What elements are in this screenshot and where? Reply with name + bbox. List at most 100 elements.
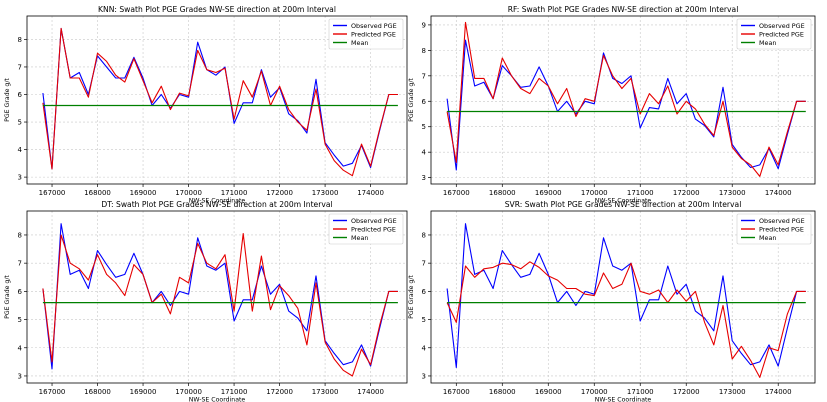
chart-1-x-tick-label: 172000 (266, 189, 293, 197)
chart-3-y-tick-label: 3 (18, 372, 22, 380)
chart-3-y-tick-label: 6 (18, 288, 23, 296)
chart-4-y-axis-label: PGE Grade g/t (408, 275, 415, 319)
chart-4-x-tick-label: 174000 (765, 388, 792, 396)
chart-1-x-tick-label: 170000 (175, 189, 202, 197)
chart-2-y-tick-label: 5 (422, 123, 426, 131)
chart-1-legend-box (328, 18, 404, 50)
chart-3-y-tick-label: 7 (18, 260, 22, 268)
chart-2-y-tick-label: 3 (422, 174, 426, 182)
chart-2-x-tick-label: 167000 (443, 189, 470, 197)
chart-4-y-tick-label: 6 (422, 288, 427, 296)
chart-2-x-tick-label: 170000 (581, 189, 608, 197)
chart-2-legend-box (736, 18, 812, 50)
chart-1-legend-label-mean: Mean (351, 39, 368, 47)
chart-3-y-tick-label: 4 (18, 344, 23, 352)
chart-2-series-predicted-pge (446, 21, 806, 177)
chart-2-y-tick-label: 9 (422, 21, 426, 29)
chart-3-x-tick-label: 174000 (357, 388, 384, 396)
chart-3-x-tick-label: 172000 (266, 388, 293, 396)
chart-1-y-tick-label: 7 (18, 63, 22, 71)
chart-2-y-tick-label: 7 (422, 72, 426, 80)
chart-3-legend-label-predicted-pge: Predicted PGE (351, 225, 396, 233)
chart-2-x-tick-label: 168000 (489, 189, 516, 197)
chart-4-legend-box (736, 213, 812, 245)
chart-1-y-tick-label: 3 (18, 174, 22, 182)
chart-4-x-tick-label: 167000 (443, 388, 470, 396)
chart-4-x-tick-label: 173000 (719, 388, 746, 396)
chart-2-x-tick-label: 174000 (765, 189, 792, 197)
chart-4-series-predicted-pge (446, 261, 806, 378)
chart-3-y-tick-label: 5 (18, 316, 22, 324)
chart-1-legend-label-observed-pge: Observed PGE (351, 22, 397, 30)
chart-2-x-axis-label: NW-SE Coordinate (595, 198, 652, 205)
chart-1-x-tick-label: 168000 (84, 189, 111, 197)
chart-2-x-tick-label: 169000 (535, 189, 562, 197)
chart-2-x-tick-label: 171000 (627, 189, 654, 197)
chart-4-x-tick-label: 168000 (489, 388, 516, 396)
chart-4-y-tick-label: 3 (422, 372, 426, 380)
chart-4-x-tick-label: 171000 (627, 388, 654, 396)
chart-3-y-tick-label: 8 (18, 231, 22, 239)
chart-2-y-tick-label: 4 (422, 149, 427, 157)
chart-2-title: RF: Swath Plot PGE Grades NW-SE directio… (508, 5, 739, 14)
chart-3-series-observed-pge (42, 223, 398, 370)
chart-4-legend-label-mean: Mean (759, 234, 776, 242)
chart-4-y-tick-label: 4 (422, 344, 427, 352)
chart-4-x-tick-label: 170000 (581, 388, 608, 396)
chart-1-x-tick-label: 169000 (130, 189, 157, 197)
chart-3-y-axis-label: PGE Grade g/t (4, 275, 11, 319)
chart-1-x-tick-label: 173000 (312, 189, 339, 197)
chart-1-x-axis-label: NW-SE Coordinate (189, 198, 246, 205)
chart-3-legend-box (328, 213, 404, 245)
chart-2-x-tick-label: 172000 (673, 189, 700, 197)
chart-3-x-tick-label: 170000 (175, 388, 202, 396)
chart-2-axes-frame (430, 15, 816, 185)
chart-1-x-tick-label: 171000 (221, 189, 248, 197)
chart-2-y-tick-label: 8 (422, 47, 426, 55)
chart-2-legend-label-mean: Mean (759, 39, 776, 47)
chart-2: 167000 168000 169000 170000 171000 172000 1730… (408, 5, 816, 205)
chart-1-y-tick-label: 5 (18, 119, 22, 127)
chart-2-series-observed-pge (446, 39, 806, 171)
chart-4-legend-label-predicted-pge: Predicted PGE (759, 225, 804, 233)
chart-4-series-observed-pge (446, 223, 806, 369)
chart-3-legend-label-mean: Mean (351, 234, 368, 242)
chart-2-legend-label-predicted-pge: Predicted PGE (759, 30, 804, 38)
chart-3-x-tick-label: 171000 (221, 388, 248, 396)
chart-4: 167000 168000 169000 170000 171000 172000 1730… (408, 200, 816, 402)
chart-1-x-tick-label: 174000 (357, 189, 384, 197)
chart-1-legend-label-predicted-pge: Predicted PGE (351, 30, 396, 38)
chart-1-y-tick-label: 6 (18, 91, 23, 99)
chart-3-series-predicted-pge (42, 233, 398, 377)
chart-4-legend-label-observed-pge: Observed PGE (759, 217, 805, 225)
chart-4-x-tick-label: 172000 (673, 388, 700, 396)
chart-1-x-tick-label: 167000 (39, 189, 66, 197)
chart-4-x-tick-label: 169000 (535, 388, 562, 396)
chart-1-y-axis-label: PGE Grade g/t (4, 78, 11, 122)
chart-3: 167000 168000 169000 170000 171000 172000 1730… (4, 200, 408, 402)
chart-1-axes-frame (26, 15, 408, 185)
chart-4-title: SVR: Swath Plot PGE Grades NW-SE directi… (505, 200, 742, 209)
chart-3-x-tick-label: 168000 (84, 388, 111, 396)
chart-3-legend-label-observed-pge: Observed PGE (351, 217, 397, 225)
chart-1-title: KNN: Swath Plot PGE Grades NW-SE directi… (98, 5, 336, 14)
chart-1-series-observed-pge (42, 27, 398, 170)
chart-3-x-tick-label: 167000 (39, 388, 66, 396)
chart-2-legend-label-observed-pge: Observed PGE (759, 22, 805, 30)
chart-4-x-axis-label: NW-SE Coordinate (595, 397, 652, 402)
chart-1-y-tick-label: 8 (18, 36, 22, 44)
chart-2-y-axis-label: PGE Grade g/t (408, 78, 415, 122)
chart-1-series-predicted-pge (42, 27, 398, 177)
chart-2-x-tick-label: 173000 (719, 189, 746, 197)
chart-3-title: DT: Swath Plot PGE Grades NW-SE directio… (101, 200, 332, 209)
chart-3-x-tick-label: 169000 (130, 388, 157, 396)
chart-4-y-tick-label: 7 (422, 260, 426, 268)
chart-2-y-tick-label: 6 (422, 98, 427, 106)
chart-3-axes-frame (26, 210, 408, 384)
chart-1: 167000 168000 169000 170000 171000 172000 1730… (4, 5, 408, 205)
